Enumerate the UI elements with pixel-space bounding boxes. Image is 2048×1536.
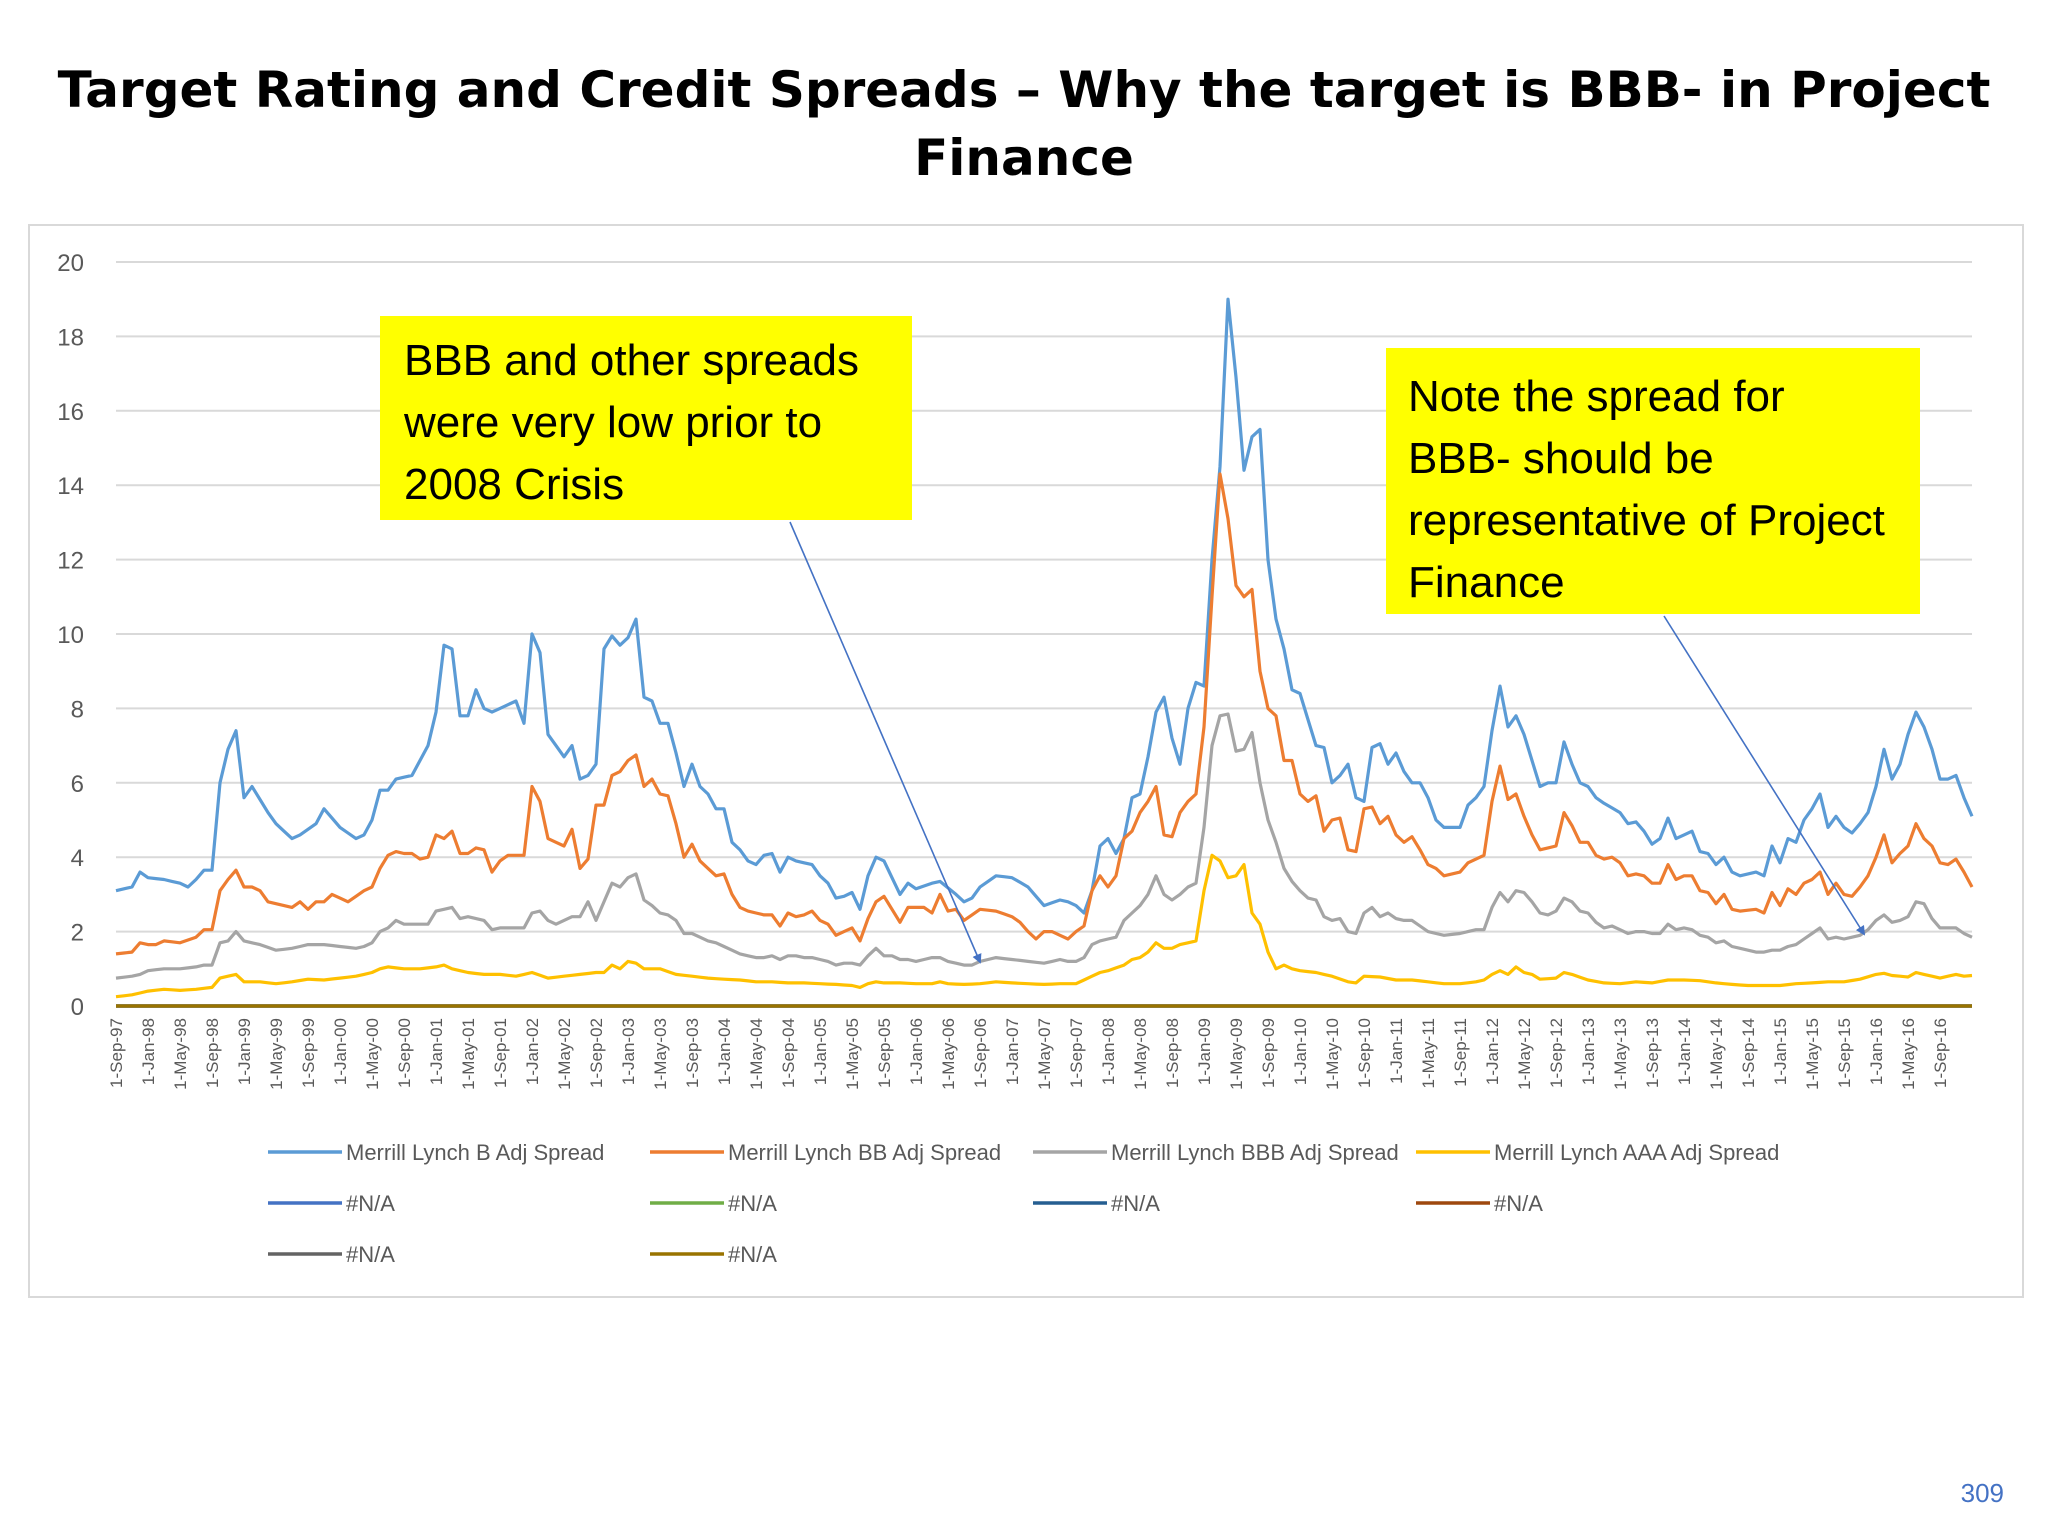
- x-tick-label: 1-Sep-10: [1355, 1018, 1374, 1088]
- x-tick-label: 1-Sep-99: [299, 1018, 318, 1088]
- x-tick-label: 1-Jan-01: [427, 1018, 446, 1085]
- x-tick-label: 1-Jan-13: [1579, 1018, 1598, 1085]
- series-line-aaa: [115, 853, 1973, 999]
- x-tick-label: 1-May-04: [747, 1018, 766, 1090]
- series-line-bbb: [115, 712, 1973, 980]
- x-tick-label: 1-Sep-01: [491, 1018, 510, 1088]
- arrow-to-2006: [789, 521, 982, 964]
- legend-label: #N/A: [1494, 1191, 1543, 1216]
- x-tick-label: 1-May-05: [843, 1018, 862, 1090]
- x-axis: 1-Sep-97 1-Jan-98 1-May-98 1-Sep-98 1-Jan-99…: [107, 1018, 1950, 1090]
- y-tick-label: 14: [57, 473, 84, 500]
- arrow-to-2015: [1663, 615, 1866, 936]
- x-tick-label: 1-Sep-04: [779, 1018, 798, 1088]
- legend-label: Merrill Lynch BBB Adj Spread: [1111, 1140, 1399, 1165]
- y-tick-label: 6: [71, 771, 84, 798]
- x-tick-label: 1-Sep-07: [1067, 1018, 1086, 1088]
- x-tick-label: 1-Sep-98: [203, 1018, 222, 1088]
- x-tick-label: 1-Jan-99: [235, 1018, 254, 1085]
- x-tick-label: 1-May-09: [1227, 1018, 1246, 1090]
- y-tick-label: 4: [71, 845, 84, 872]
- x-tick-label: 1-Sep-97: [107, 1018, 126, 1088]
- x-tick-label: 1-Jan-05: [811, 1018, 830, 1085]
- y-tick-label: 10: [57, 622, 84, 649]
- x-tick-label: 1-May-03: [651, 1018, 670, 1090]
- x-tick-label: 1-May-07: [1035, 1018, 1054, 1090]
- x-tick-label: 1-Sep-12: [1547, 1018, 1566, 1088]
- x-tick-label: 1-May-11: [1419, 1018, 1438, 1089]
- x-tick-label: 1-May-10: [1323, 1018, 1342, 1090]
- x-tick-label: 1-Sep-06: [971, 1018, 990, 1088]
- legend-label: #N/A: [346, 1242, 395, 1267]
- series-line-b: [115, 297, 1974, 915]
- legend: Merrill Lynch B Adj Spread Merrill Lynch …: [268, 1140, 1779, 1267]
- x-tick-label: 1-Sep-13: [1643, 1018, 1662, 1088]
- x-tick-label: 1-Sep-05: [875, 1018, 894, 1088]
- x-tick-label: 1-May-98: [171, 1018, 190, 1090]
- legend-label: Merrill Lynch AAA Adj Spread: [1494, 1140, 1779, 1165]
- callout-project-finance: Note the spread for BBB- should be repre…: [1386, 348, 1920, 614]
- x-tick-label: 1-Sep-09: [1259, 1018, 1278, 1088]
- x-tick-label: 1-May-08: [1131, 1018, 1150, 1090]
- callout-pre-crisis: BBB and other spreads were very low prio…: [380, 316, 912, 520]
- y-tick-label: 8: [71, 696, 84, 723]
- x-tick-label: 1-Sep-02: [587, 1018, 606, 1088]
- x-tick-label: 1-Jan-07: [1003, 1018, 1022, 1085]
- x-tick-label: 1-May-16: [1899, 1018, 1918, 1090]
- x-tick-label: 1-Jan-15: [1771, 1018, 1790, 1085]
- x-tick-label: 1-Jan-11: [1387, 1018, 1406, 1084]
- x-tick-label: 1-May-01: [459, 1018, 478, 1090]
- x-tick-label: 1-Sep-11: [1451, 1018, 1470, 1087]
- x-tick-label: 1-Jan-12: [1483, 1018, 1502, 1085]
- x-tick-label: 1-Sep-03: [683, 1018, 702, 1088]
- x-tick-label: 1-Sep-00: [395, 1018, 414, 1088]
- series-line-bb: [115, 472, 1974, 956]
- x-tick-label: 1-May-02: [555, 1018, 574, 1090]
- x-tick-label: 1-Jan-08: [1099, 1018, 1118, 1085]
- legend-label: #N/A: [346, 1191, 395, 1216]
- x-tick-label: 1-Jan-14: [1675, 1018, 1694, 1085]
- x-tick-label: 1-Sep-08: [1163, 1018, 1182, 1088]
- y-tick-label: 18: [57, 324, 84, 351]
- x-tick-label: 1-Jan-02: [523, 1018, 542, 1085]
- y-tick-label: 12: [57, 548, 84, 575]
- annotation-arrows: [789, 521, 1866, 964]
- x-tick-label: 1-Jan-10: [1291, 1018, 1310, 1085]
- x-tick-label: 1-May-99: [267, 1018, 286, 1090]
- x-tick-label: 1-May-12: [1515, 1018, 1534, 1090]
- legend-label: #N/A: [728, 1191, 777, 1216]
- x-tick-label: 1-Sep-14: [1739, 1018, 1758, 1088]
- x-tick-label: 1-Jan-03: [619, 1018, 638, 1085]
- y-tick-label: 2: [71, 920, 84, 947]
- y-tick-label: 0: [71, 994, 84, 1021]
- x-tick-label: 1-Jan-16: [1867, 1018, 1886, 1085]
- page-number: 309: [1960, 1478, 2004, 1508]
- legend-label: Merrill Lynch B Adj Spread: [346, 1140, 604, 1165]
- x-tick-label: 1-Jan-09: [1195, 1018, 1214, 1085]
- x-tick-label: 1-May-15: [1803, 1018, 1822, 1090]
- legend-label: Merrill Lynch BB Adj Spread: [728, 1140, 1001, 1165]
- y-tick-label: 16: [57, 399, 84, 426]
- x-tick-label: 1-Jan-98: [139, 1018, 158, 1085]
- x-tick-label: 1-Jan-06: [907, 1018, 926, 1085]
- x-tick-label: 1-May-13: [1611, 1018, 1630, 1090]
- page-title: Target Rating and Credit Spreads – Why t…: [57, 61, 1991, 187]
- x-tick-label: 1-May-14: [1707, 1018, 1726, 1090]
- y-tick-label: 20: [57, 250, 84, 277]
- x-tick-label: 1-Sep-16: [1931, 1018, 1950, 1088]
- x-tick-label: 1-May-00: [363, 1018, 382, 1090]
- x-tick-label: 1-Jan-00: [331, 1018, 350, 1085]
- x-tick-label: 1-Sep-15: [1835, 1018, 1854, 1088]
- legend-label: #N/A: [1111, 1191, 1160, 1216]
- x-tick-label: 1-Jan-04: [715, 1018, 734, 1085]
- series-lines: [115, 297, 1974, 1008]
- y-axis: 0 2 4 6 8 10 12 14 16 18 20: [57, 250, 84, 1021]
- x-tick-label: 1-May-06: [939, 1018, 958, 1090]
- legend-label: #N/A: [728, 1242, 777, 1267]
